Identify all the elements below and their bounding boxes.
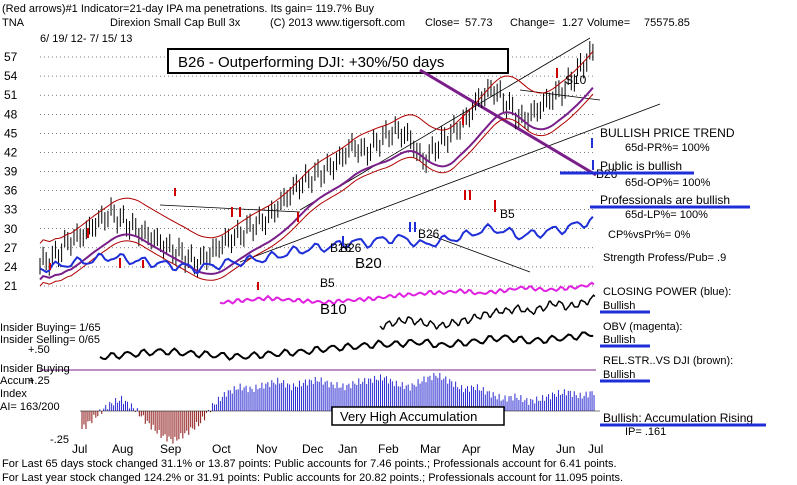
pros-label: Professionals are bullish bbox=[600, 193, 730, 207]
trend-label: BULLISH PRICE TREND bbox=[600, 126, 735, 140]
y-tick-label: 48 bbox=[4, 107, 18, 121]
public-label: Public is bullish bbox=[600, 159, 682, 173]
relative-strength-line bbox=[99, 331, 594, 361]
accumulation-box bbox=[331, 406, 505, 426]
y-tick-label: 54 bbox=[4, 69, 18, 83]
signal-label: B5 bbox=[320, 276, 335, 290]
relative-strength-secondary-line bbox=[379, 294, 596, 331]
close-label: Close= bbox=[425, 17, 460, 29]
purple-diagonal bbox=[419, 68, 597, 177]
volume-value: 75575.85 bbox=[644, 17, 690, 29]
signal-label: B10 bbox=[320, 301, 347, 318]
y-tick-label: 27 bbox=[4, 241, 18, 255]
cp-value: Bullish bbox=[603, 300, 635, 312]
y-tick-label: 33 bbox=[4, 203, 18, 217]
signal-label: B26 bbox=[330, 241, 352, 255]
upper-band-line bbox=[39, 50, 594, 244]
red-arrow-markers bbox=[49, 68, 558, 290]
fund-name: Direxion Small Cap Bull 3x bbox=[110, 17, 241, 29]
month-label: Jun bbox=[556, 442, 575, 456]
month-label: Oct bbox=[212, 442, 231, 456]
month-label: Jul bbox=[588, 442, 603, 456]
month-label: Jul bbox=[72, 442, 87, 456]
obv-value: Bullish bbox=[603, 334, 635, 346]
volume-label: Volume= bbox=[587, 17, 630, 29]
month-label: Mar bbox=[420, 442, 441, 456]
signal-label: S10 bbox=[565, 73, 587, 87]
y-tick-label: 51 bbox=[4, 88, 18, 102]
accumulation-histogram bbox=[81, 372, 595, 444]
plus25-label: +.25 bbox=[28, 375, 50, 387]
x-axis-months: Jul Aug Sep Oct Nov Dec Jan Feb Mar Apr May Jun Jul bbox=[72, 442, 603, 456]
op-label: 65d-OP%= 100% bbox=[625, 177, 711, 189]
footer-line1: For Last 65 days stock changed 31.1% or … bbox=[2, 458, 617, 470]
rel-value: Bullish bbox=[603, 369, 635, 381]
pr-label: 65d-PR%= 100% bbox=[625, 142, 710, 154]
footer-line2: For Last year stock changed 124.2% or 31… bbox=[2, 472, 623, 484]
change-label: Change= bbox=[510, 17, 555, 29]
signal-label: B20 bbox=[355, 255, 382, 272]
index-label: Index bbox=[0, 388, 27, 400]
ticker: TNA bbox=[2, 17, 25, 29]
signal-label: B5 bbox=[500, 207, 515, 221]
insider-buying-2: Insider Buying bbox=[0, 363, 70, 375]
lp-label: 65d-LP%= 100% bbox=[625, 209, 708, 221]
price-bars bbox=[39, 41, 594, 278]
closing-power-line bbox=[39, 216, 594, 275]
banner-text: B26 - Outperforming DJI: +30%/50 days bbox=[178, 54, 444, 71]
month-label: Apr bbox=[462, 442, 481, 456]
y-tick-label: 39 bbox=[4, 165, 18, 179]
insider-buying: Insider Buying= 1/65 bbox=[0, 322, 101, 334]
y-tick-label: 57 bbox=[4, 50, 18, 64]
copyright: (C) 2013 www.tigersoft.com bbox=[270, 17, 405, 29]
month-label: Jan bbox=[338, 442, 357, 456]
ip-label: IP= .161 bbox=[625, 426, 666, 438]
blue-arrow-markers bbox=[342, 138, 594, 246]
lower-band-line bbox=[39, 93, 594, 287]
signal-label: B26 bbox=[418, 227, 440, 241]
banner-box bbox=[167, 48, 509, 74]
signal-label: B26 bbox=[340, 241, 362, 255]
close-value: 57.73 bbox=[465, 17, 493, 29]
minus25-label: -.25 bbox=[50, 434, 69, 446]
cp-title: CLOSING POWER (blue): bbox=[603, 286, 731, 298]
y-tick-label: 21 bbox=[4, 279, 18, 293]
y-axis-ticks: 57 54 51 48 45 42 39 36 33 30 27 24 21 bbox=[4, 50, 18, 293]
obv-title: OBV (magenta): bbox=[603, 321, 682, 333]
date-range: 6/ 19/ 12- 7/ 15/ 13 bbox=[40, 33, 132, 45]
y-tick-label: 36 bbox=[4, 184, 18, 198]
change-value: 1.27 bbox=[562, 17, 583, 29]
signal-labels: B5B10B20B26B26B5S10B26B26 bbox=[320, 73, 618, 318]
y-tick-label: 42 bbox=[4, 145, 18, 159]
header-line1: (Red arrows)#1 Indicator=21-day IPA ma p… bbox=[2, 3, 374, 15]
acc-title: Bullish: Accumulation Rising bbox=[603, 411, 753, 425]
rel-title: REL.STR..VS DJI (brown): bbox=[603, 355, 733, 367]
accumulation-label: Very High Accumulation bbox=[340, 409, 477, 424]
month-label: Aug bbox=[112, 442, 133, 456]
y-tick-label: 24 bbox=[4, 260, 18, 274]
y-tick-label: 45 bbox=[4, 126, 18, 140]
month-label: Sep bbox=[160, 442, 182, 456]
insider-selling: Insider Selling= 0/65 bbox=[0, 334, 100, 346]
trendlines bbox=[159, 37, 661, 273]
obv-line bbox=[219, 281, 595, 305]
cpvspr-label: CP%vsPr%= 0% bbox=[608, 229, 690, 241]
y-tick-label: 30 bbox=[4, 222, 18, 236]
ai-label: AI= 163/200 bbox=[0, 401, 60, 413]
month-label: Feb bbox=[378, 442, 399, 456]
month-label: May bbox=[512, 442, 535, 456]
plus50-label: +.50 bbox=[28, 344, 50, 356]
month-label: Nov bbox=[256, 442, 277, 456]
moving-average-line bbox=[39, 86, 594, 281]
month-label: Dec bbox=[302, 442, 323, 456]
accum-label: Accum bbox=[0, 375, 34, 387]
strength-label: Strength Profess/Pub= .9 bbox=[603, 252, 726, 264]
